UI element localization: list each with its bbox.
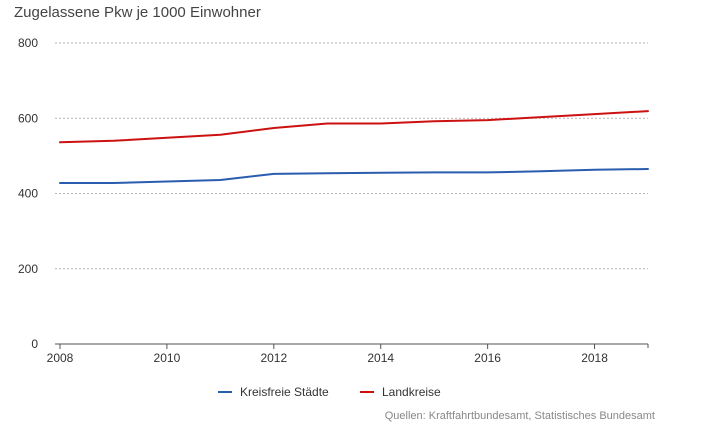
series-lines <box>59 110 649 184</box>
x-tick-label: 2018 <box>581 351 608 365</box>
legend-label: Kreisfreie Städte <box>240 385 329 399</box>
series-line-landkreise <box>59 110 649 144</box>
x-tick-label: 2010 <box>154 351 181 365</box>
x-tick-label: 2012 <box>260 351 287 365</box>
y-tick-label: 200 <box>18 262 38 276</box>
y-tick-label: 400 <box>18 187 38 201</box>
legend-label: Landkreise <box>382 385 441 399</box>
x-tick-label: 2016 <box>474 351 501 365</box>
y-tick-label: 800 <box>18 36 38 50</box>
legend-item: Kreisfreie Städte <box>218 385 329 399</box>
source-note: Quellen: Kraftfahrtbundesamt, Statistisc… <box>384 410 655 422</box>
x-tick-label: 2014 <box>367 351 394 365</box>
legend-item: Landkreise <box>360 385 441 399</box>
y-tick-label: 600 <box>18 111 38 125</box>
chart-title: Zugelassene Pkw je 1000 Einwohner <box>14 4 261 21</box>
gridlines <box>55 42 648 270</box>
series-line-kreisfreie-staedte <box>59 168 649 184</box>
legend: Kreisfreie Städte Landkreise <box>218 385 441 399</box>
x-tick-label: 2008 <box>47 351 74 365</box>
y-tick-label: 0 <box>31 337 38 351</box>
axes: 0 200 400 600 800 2008 2010 2012 2014 2016 2018 <box>18 36 649 365</box>
